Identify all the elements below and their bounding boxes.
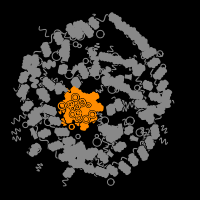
Polygon shape	[125, 74, 132, 79]
Polygon shape	[75, 140, 84, 151]
Polygon shape	[89, 66, 101, 73]
Polygon shape	[29, 127, 38, 140]
Polygon shape	[22, 88, 26, 99]
Polygon shape	[88, 47, 93, 56]
Polygon shape	[58, 83, 68, 93]
Polygon shape	[66, 148, 77, 158]
Polygon shape	[71, 64, 79, 75]
Polygon shape	[118, 123, 124, 135]
Polygon shape	[36, 106, 45, 114]
Polygon shape	[62, 57, 69, 62]
Polygon shape	[87, 167, 99, 173]
Polygon shape	[107, 151, 114, 158]
Polygon shape	[129, 135, 139, 142]
Polygon shape	[111, 125, 118, 130]
Polygon shape	[68, 30, 76, 39]
